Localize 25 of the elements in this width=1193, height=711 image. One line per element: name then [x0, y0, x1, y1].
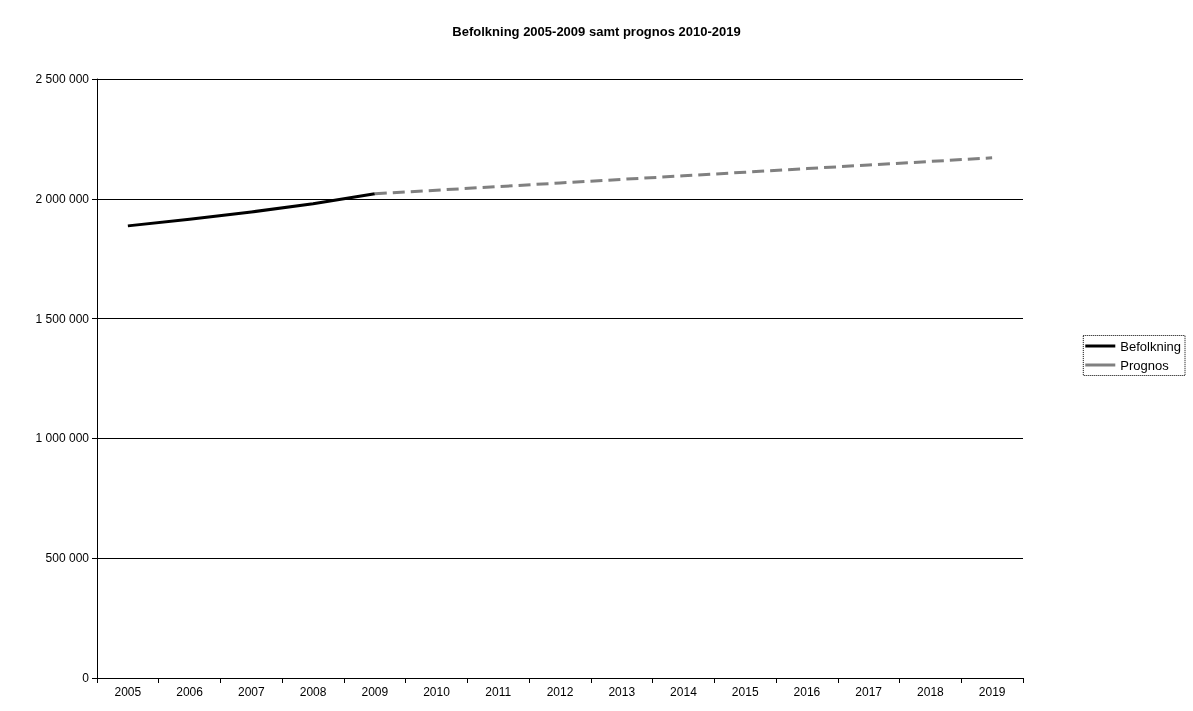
x-tick-label: 2007 [237, 685, 265, 699]
x-tick-label: 2015 [731, 685, 759, 699]
x-tick-label: 2009 [361, 685, 389, 699]
x-tick-label: 2010 [423, 685, 451, 699]
x-tick-label: 2013 [608, 685, 636, 699]
x-tick-label: 2011 [485, 685, 512, 699]
x-tick-label: 2016 [793, 685, 821, 699]
y-tick-label: 2 000 000 [35, 191, 90, 206]
y-tick-label: 2 500 000 [35, 72, 90, 86]
x-tick-label: 2018 [917, 685, 945, 699]
x-tick-label: 2006 [176, 685, 204, 699]
chart-title: Befolkning 2005-2009 samt prognos 2010-2019 [452, 24, 741, 39]
legend-label: Prognos [1120, 357, 1170, 373]
y-tick-label: 1 000 000 [35, 431, 90, 446]
y-tick-label: 500 000 [45, 551, 90, 566]
line-series [373, 156, 994, 196]
x-tick-label: 2019 [978, 685, 1006, 699]
x-tick-label: 2005 [114, 685, 142, 699]
y-tick-label: 1 500 000 [35, 311, 90, 326]
y-tick-label: 0 [82, 671, 90, 685]
x-tick-label: 2017 [855, 685, 883, 699]
legend-label: Befolkning [1120, 338, 1182, 354]
x-tick-label: 2014 [670, 685, 698, 699]
x-tick-label: 2008 [299, 685, 327, 699]
x-tick-label: 2012 [546, 685, 574, 699]
